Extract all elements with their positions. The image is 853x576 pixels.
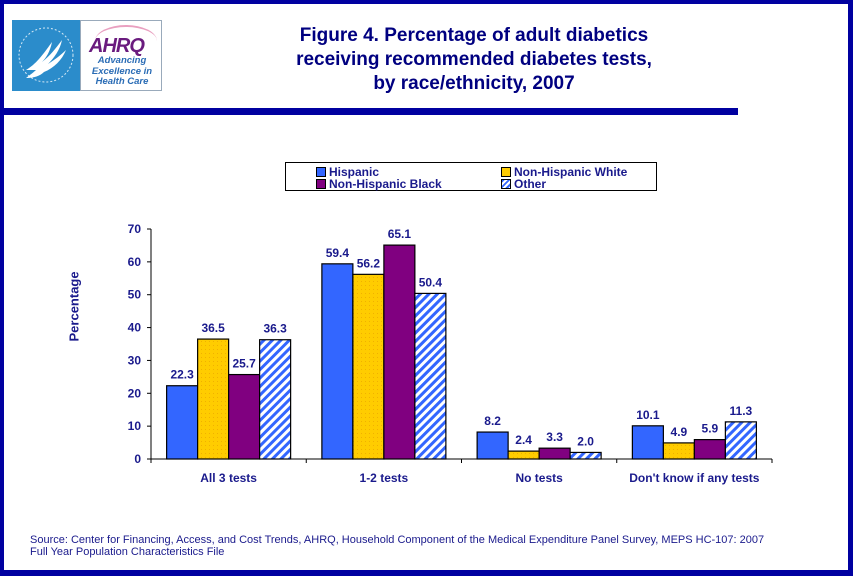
data-label: 3.3	[546, 430, 563, 444]
ahrq-tagline-line: Excellence in	[91, 65, 153, 77]
y-tick-label: 30	[128, 353, 142, 367]
data-label: 4.9	[671, 425, 688, 439]
legend-item-hispanic: Hispanic	[316, 166, 379, 178]
bar-hispanic	[321, 263, 354, 460]
bar-other	[414, 292, 447, 460]
chart-labels: 22.3 36.5 25.7 36.3 All 3 tests 59.4 56.2 65.1 5…	[170, 227, 759, 485]
data-label: 36.5	[201, 321, 225, 335]
bar-other	[724, 421, 757, 460]
bar-nh-white	[352, 273, 385, 460]
ahrq-wordmark: AHRQ	[89, 35, 145, 57]
x-category-label: 1-2 tests	[360, 471, 409, 485]
ahrq-tagline: Advancing Excellence in Health Care	[81, 55, 163, 88]
y-tick-label: 70	[128, 222, 142, 236]
data-label: 56.2	[357, 256, 381, 270]
chart-title-line: Figure 4. Percentage of adult diabetics	[299, 25, 649, 46]
hhs-eagle-icon	[18, 27, 74, 83]
legend-label: Non-Hispanic White	[514, 165, 628, 179]
bar-nh-white	[507, 450, 540, 460]
legend-label: Non-Hispanic Black	[329, 177, 442, 191]
chart-title-line: receiving recommended diabetes tests,	[296, 49, 652, 70]
legend-item-nh-white: Non-Hispanic White	[501, 166, 627, 178]
figure-canvas: AHRQ Advancing Excellence in Health Care…	[4, 4, 848, 570]
ahrq-logo: AHRQ Advancing Excellence in Health Care	[80, 20, 162, 91]
data-label: 10.1	[636, 408, 660, 422]
data-label: 65.1	[388, 227, 412, 241]
data-label: 8.2	[484, 414, 501, 428]
x-category-label: Don't know if any tests	[629, 471, 760, 485]
bar-nh-black	[693, 439, 726, 460]
bar-nh-white	[197, 338, 230, 460]
y-tick-label: 10	[128, 419, 142, 433]
bar-nh-black	[538, 447, 571, 460]
y-tick-label: 20	[128, 386, 142, 400]
chart-legend: Hispanic Non-Hispanic Black Non-Hispanic…	[285, 162, 657, 191]
ahrq-tagline-line: Health Care	[95, 76, 149, 87]
source-line: Full Year Population Characteristics Fil…	[30, 546, 225, 558]
data-label: 59.4	[326, 246, 350, 260]
legend-swatch-hispanic	[316, 167, 326, 177]
bar-nh-black	[383, 244, 416, 460]
data-label: 2.0	[577, 434, 594, 448]
y-tick-label: 60	[128, 255, 142, 269]
data-label: 36.3	[263, 322, 287, 336]
legend-swatch-nh-black	[316, 179, 326, 189]
ahrq-tagline-line: Advancing	[97, 55, 147, 66]
data-label: 25.7	[232, 357, 256, 371]
bar-other	[569, 451, 602, 460]
y-tick-label: 40	[128, 321, 142, 335]
legend-label: Hispanic	[329, 165, 380, 179]
x-category-label: No tests	[515, 471, 563, 485]
legend-label: Other	[514, 177, 547, 191]
ahrq-arc-decoration	[95, 25, 157, 57]
bar-nh-white	[662, 442, 695, 460]
legend-item-other: Other	[501, 178, 546, 190]
source-note: Source: Center for Financing, Access, an…	[30, 534, 830, 558]
legend-swatch-nh-white	[501, 167, 511, 177]
chart-title: Figure 4. Percentage of adult diabetics …	[184, 24, 764, 96]
bar-hispanic	[166, 385, 199, 460]
bar-other	[259, 339, 292, 460]
y-tick-label: 50	[128, 288, 142, 302]
bar-nh-black	[228, 373, 261, 460]
bar-hispanic	[631, 425, 664, 460]
chart-bars	[166, 244, 757, 460]
source-line: Source: Center for Financing, Access, an…	[30, 534, 765, 546]
bar-chart: 0 10 20 30 40 50 60 70 22.3 36.5 25.7 36.3 All 3 te…	[128, 222, 773, 485]
data-label: 50.4	[419, 275, 443, 289]
data-label: 11.3	[730, 404, 753, 418]
y-tick-label: 0	[134, 452, 141, 466]
header-divider	[4, 108, 738, 115]
data-label: 5.9	[702, 422, 719, 436]
chart-title-line: by race/ethnicity, 2007	[373, 73, 575, 94]
data-label: 2.4	[515, 433, 532, 447]
hhs-logo	[12, 20, 80, 91]
bar-hispanic	[476, 431, 509, 460]
x-category-label: All 3 tests	[200, 471, 257, 485]
legend-swatch-other	[501, 179, 511, 189]
data-label: 22.3	[170, 368, 194, 382]
legend-item-nh-black: Non-Hispanic Black	[316, 178, 442, 190]
